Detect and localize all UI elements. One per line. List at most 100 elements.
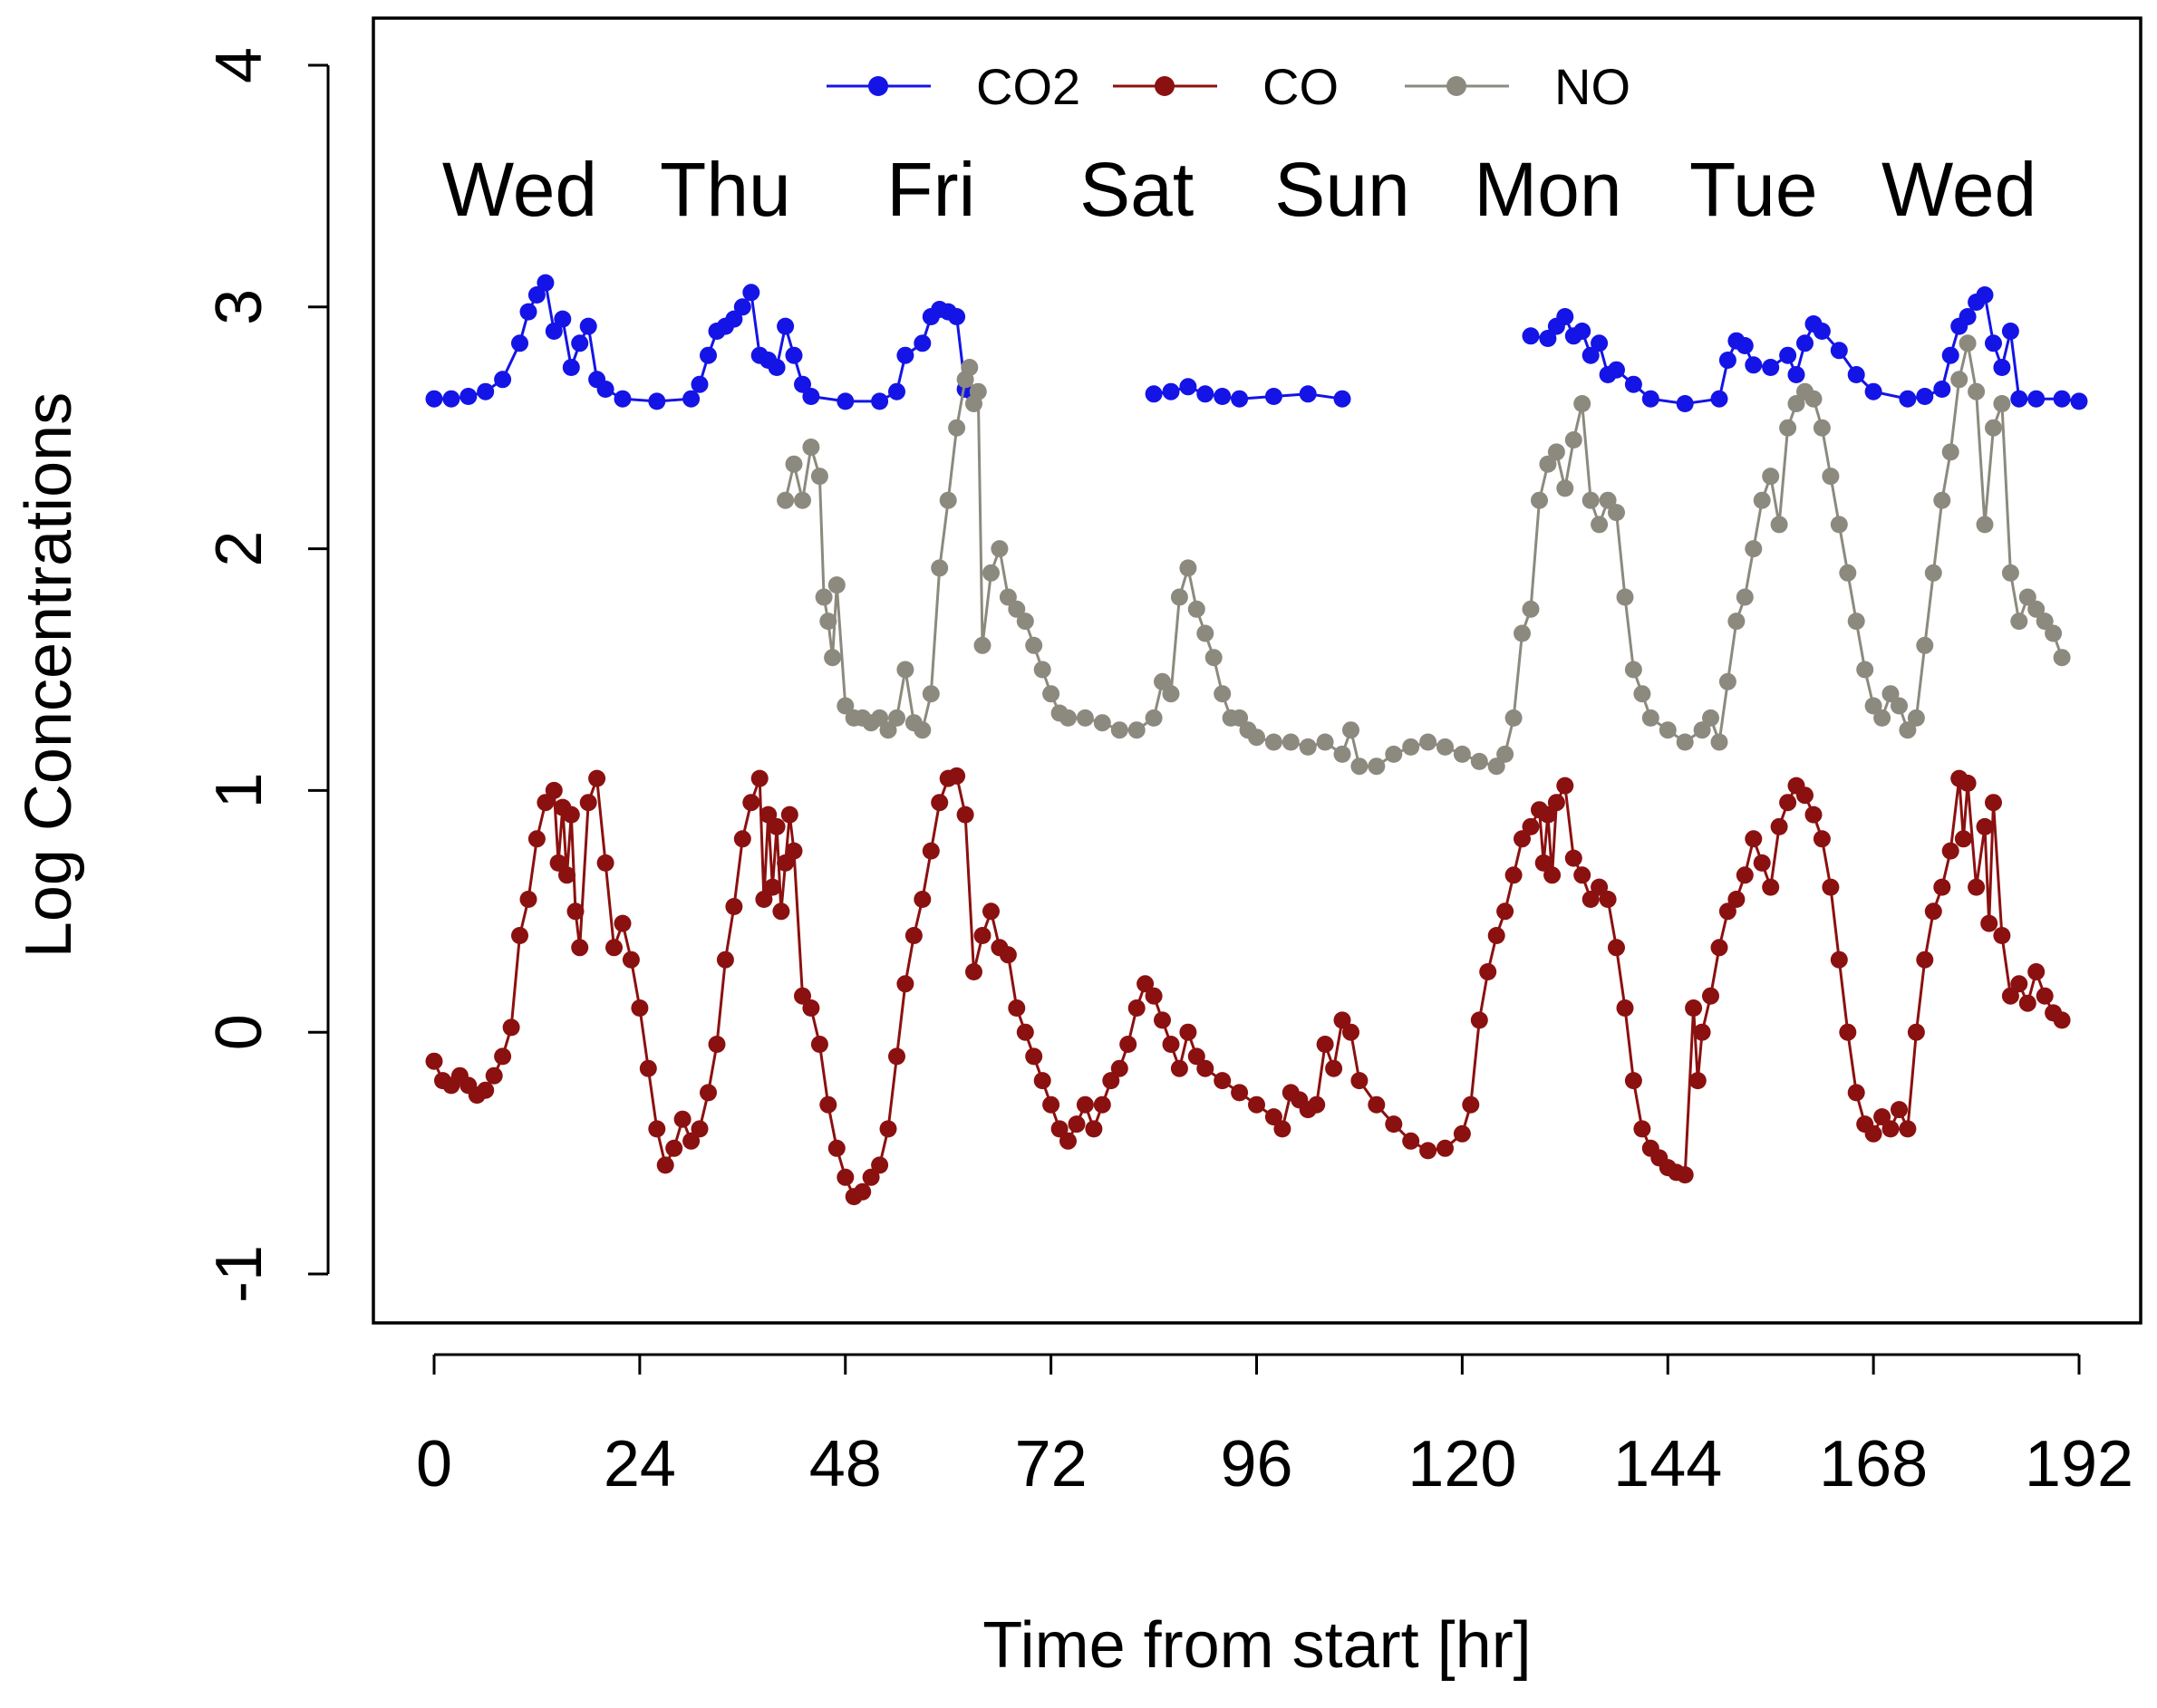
- data-point-no: [1110, 721, 1128, 739]
- data-point-co2: [1573, 323, 1591, 340]
- x-tick-label: 48: [809, 1428, 882, 1501]
- data-point-co: [1419, 1142, 1437, 1160]
- data-point-no: [1093, 714, 1111, 732]
- data-point-no: [1941, 443, 1959, 461]
- data-point-no: [1993, 395, 2011, 412]
- data-point-co: [1231, 1084, 1249, 1102]
- data-point-co2: [477, 382, 495, 400]
- data-point-no: [1402, 738, 1420, 756]
- data-point-co: [1556, 777, 1574, 795]
- data-point-co: [1504, 866, 1523, 884]
- data-point-no: [948, 419, 966, 437]
- data-point-co: [1916, 950, 1934, 969]
- data-point-co: [1522, 817, 1540, 835]
- x-tick-label: 72: [1015, 1428, 1088, 1501]
- data-point-co: [982, 902, 1000, 921]
- data-point-no: [1736, 588, 1754, 606]
- legend-item-co: CO: [1113, 58, 1339, 115]
- data-point-co2: [1762, 359, 1780, 376]
- data-point-no: [1830, 516, 1848, 534]
- data-point-no: [785, 455, 803, 473]
- data-point-co2: [519, 303, 537, 321]
- data-point-no: [1907, 709, 1925, 727]
- data-point-co2: [537, 274, 555, 292]
- data-point-no: [1899, 721, 1917, 739]
- data-point-co: [1847, 1084, 1865, 1102]
- data-point-co: [1333, 1011, 1351, 1029]
- data-point-co: [1718, 902, 1736, 921]
- data-point-no: [1076, 709, 1094, 727]
- data-point-co: [733, 830, 751, 848]
- data-point-no: [1976, 516, 1994, 534]
- data-point-no: [2053, 649, 2071, 667]
- data-point-co: [1402, 1132, 1420, 1150]
- data-point-co: [965, 963, 982, 980]
- data-point-co: [755, 891, 773, 908]
- data-point-co: [1102, 1072, 1120, 1090]
- data-point-co: [1093, 1095, 1111, 1114]
- data-point-co: [2036, 987, 2054, 1005]
- data-point-co2: [2027, 390, 2046, 408]
- data-point-no: [837, 697, 855, 715]
- data-point-co2: [1847, 366, 1865, 383]
- data-point-co: [537, 794, 555, 812]
- data-point-no: [1718, 672, 1736, 690]
- data-point-co2: [2010, 390, 2028, 408]
- y-tick-label: 0: [203, 1014, 276, 1050]
- day-label: Sun: [1274, 147, 1409, 232]
- data-point-co: [648, 1120, 666, 1138]
- data-point-co: [485, 1066, 503, 1085]
- data-point-co2: [837, 392, 855, 410]
- day-label: Tue: [1689, 147, 1818, 232]
- data-point-co2: [733, 298, 751, 316]
- data-point-no: [1282, 733, 1300, 751]
- data-point-no: [1264, 733, 1282, 751]
- data-point-no: [1299, 738, 1317, 756]
- data-point-co: [763, 878, 781, 896]
- data-point-no: [1804, 390, 1823, 408]
- data-point-co: [810, 1036, 828, 1053]
- data-point-no: [1591, 516, 1609, 534]
- data-point-co: [742, 794, 760, 812]
- data-point-no: [1641, 709, 1659, 727]
- x-tick-label: 96: [1220, 1428, 1292, 1501]
- data-point-co: [1676, 1166, 1694, 1184]
- data-point-co: [1779, 794, 1797, 812]
- data-point-co: [759, 806, 778, 824]
- data-point-co2: [1556, 308, 1574, 325]
- data-point-no: [2045, 624, 2063, 642]
- data-point-co2: [527, 286, 546, 304]
- plot-area-frame: [372, 16, 2142, 1325]
- data-point-co: [1968, 878, 1986, 896]
- data-point-no: [1985, 419, 2002, 437]
- data-point-co: [673, 1110, 692, 1128]
- data-point-co: [1591, 878, 1609, 896]
- data-point-no: [1693, 721, 1711, 739]
- data-point-no: [1170, 588, 1188, 606]
- data-point-co: [1453, 1124, 1471, 1143]
- data-point-co: [1710, 939, 1728, 957]
- data-point-co: [691, 1120, 709, 1138]
- data-point-no: [1762, 468, 1780, 486]
- data-point-co2: [1745, 356, 1763, 374]
- data-point-co: [1085, 1120, 1103, 1138]
- data-point-no: [1616, 588, 1634, 606]
- legend-item-co2: CO2: [827, 58, 1080, 115]
- data-point-no: [810, 468, 828, 486]
- data-point-no: [1573, 395, 1591, 412]
- y-tick-label: -1: [203, 1245, 276, 1303]
- data-point-co2: [554, 310, 572, 328]
- data-point-no: [1813, 419, 1831, 437]
- data-point-no: [1924, 564, 1942, 582]
- data-point-co: [1907, 1023, 1925, 1041]
- data-point-co: [614, 914, 632, 932]
- data-point-co2: [1522, 327, 1540, 345]
- data-point-co2: [1985, 334, 2002, 352]
- x-axis-title: Time from start [hr]: [982, 1609, 1531, 1682]
- data-point-co2: [494, 371, 512, 389]
- data-point-co2: [1145, 385, 1163, 403]
- legend-marker: [1446, 76, 1466, 96]
- data-point-co: [656, 1156, 674, 1174]
- data-point-no: [777, 491, 795, 509]
- data-point-no: [999, 588, 1017, 606]
